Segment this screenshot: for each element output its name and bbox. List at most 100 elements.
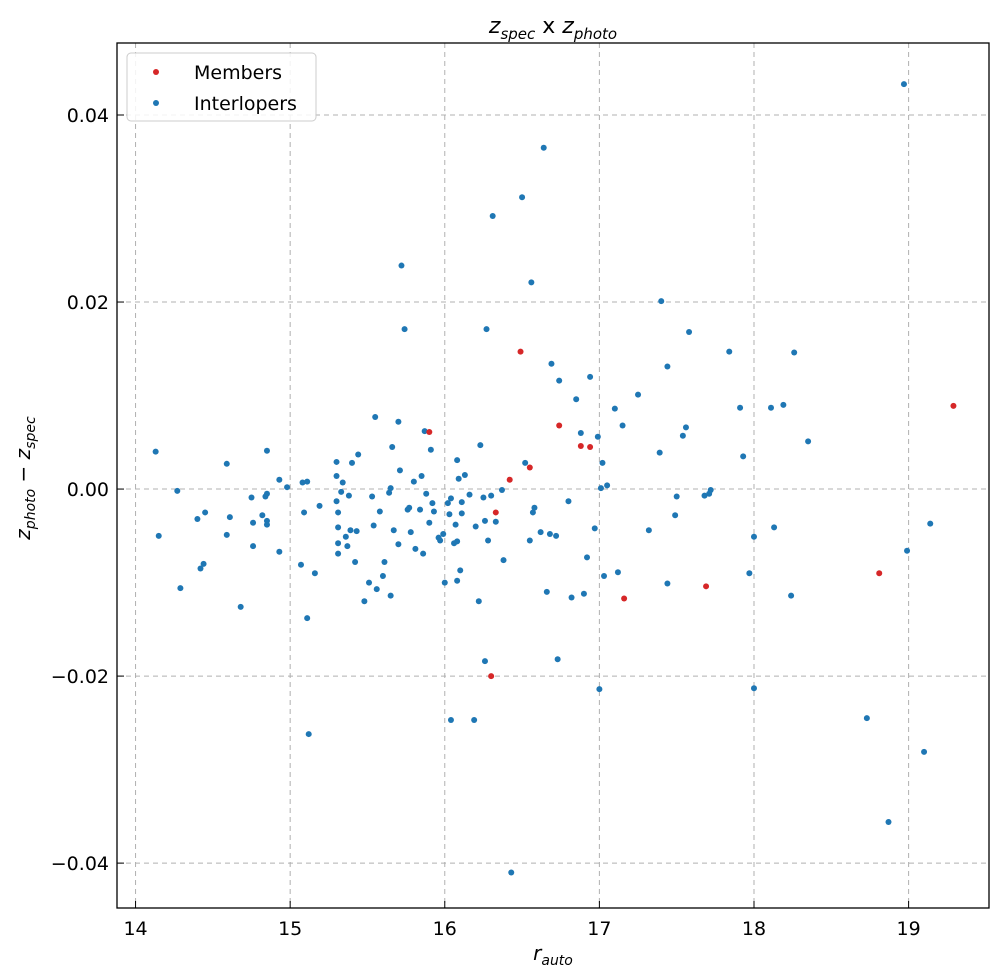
data-point-interlopers [390, 527, 397, 534]
data-point-interlopers [528, 279, 535, 286]
legend-box [126, 52, 317, 122]
data-points [152, 81, 957, 876]
data-point-interlopers [599, 459, 606, 466]
data-point-members [587, 443, 594, 450]
data-point-interlopers [522, 459, 529, 466]
data-point-interlopers [573, 396, 580, 403]
data-point-interlopers [389, 443, 396, 450]
data-point-interlopers [461, 472, 468, 479]
data-point-members [517, 348, 524, 355]
data-point-interlopers [481, 658, 488, 665]
data-point-interlopers [475, 598, 482, 605]
data-point-interlopers [335, 509, 342, 516]
data-point-interlopers [366, 579, 373, 586]
legend-marker-interlopers [153, 100, 159, 106]
data-point-interlopers [554, 656, 561, 663]
data-point-members [506, 476, 513, 483]
data-point-interlopers [577, 429, 584, 436]
data-point-interlopers [250, 543, 257, 550]
data-point-interlopers [259, 512, 266, 519]
data-point-interlopers [686, 328, 693, 335]
data-point-interlopers [301, 509, 308, 516]
data-point-interlopers [481, 517, 488, 524]
data-point-interlopers [556, 377, 563, 384]
data-point-interlopers [673, 493, 680, 500]
data-point-interlopers [500, 557, 507, 564]
x-tick-label: 17 [587, 918, 611, 940]
data-point-interlopers [707, 486, 714, 493]
data-point-interlopers [304, 478, 311, 485]
y-tick-label: 0.00 [67, 479, 109, 501]
data-point-interlopers [885, 818, 892, 825]
data-point-interlopers [342, 533, 349, 540]
data-point-interlopers [194, 515, 201, 522]
data-point-interlopers [750, 685, 757, 692]
plot-frame [116, 42, 990, 909]
data-point-interlopers [458, 499, 465, 506]
data-point-interlopers [333, 498, 340, 505]
data-point-interlopers [471, 717, 478, 724]
data-point-interlopers [339, 479, 346, 486]
data-point-interlopers [345, 492, 352, 499]
data-point-members [703, 583, 710, 590]
data-point-interlopers [381, 559, 388, 565]
data-point-interlopers [263, 490, 270, 497]
data-point-interlopers [805, 438, 812, 445]
data-point-interlopers [276, 476, 283, 483]
data-point-interlopers [904, 547, 911, 554]
data-point-interlopers [568, 594, 575, 601]
data-point-interlopers [543, 588, 550, 595]
data-point-interlopers [921, 748, 928, 755]
data-point-interlopers [447, 717, 454, 724]
x-tick-label: 15 [278, 918, 302, 940]
y-tick-label: 0.02 [67, 292, 109, 314]
data-point-members [556, 422, 563, 429]
data-point-interlopers [483, 326, 490, 333]
x-tick-label: 14 [123, 918, 147, 940]
y-tick-label: −0.02 [51, 666, 109, 688]
data-point-interlopers [682, 424, 689, 431]
data-point-interlopers [441, 579, 448, 586]
data-point-members [876, 570, 883, 577]
data-point-interlopers [791, 349, 798, 356]
data-point-interlopers [361, 598, 368, 605]
data-point-interlopers [335, 550, 342, 557]
data-point-interlopers [297, 561, 304, 568]
data-point-interlopers [526, 537, 533, 544]
data-point-interlopers [614, 569, 621, 576]
x-tick-label: 18 [742, 918, 766, 940]
data-point-interlopers [540, 144, 547, 151]
data-point-interlopers [263, 521, 270, 528]
data-point-interlopers [426, 519, 433, 526]
data-point-interlopers [489, 213, 496, 219]
data-point-interlopers [440, 530, 447, 537]
data-point-interlopers [664, 363, 671, 370]
legend: Members Interlopers [126, 52, 317, 122]
data-point-interlopers [480, 494, 487, 501]
data-point-interlopers [152, 448, 159, 455]
data-point-interlopers [155, 532, 162, 539]
data-point-interlopers [304, 615, 311, 622]
data-point-interlopers [387, 592, 394, 599]
data-point-interlopers [349, 459, 356, 466]
data-point-interlopers [430, 508, 437, 515]
data-point-interlopers [395, 418, 402, 425]
data-point-interlopers [488, 492, 495, 499]
data-point-interlopers [305, 731, 312, 738]
data-point-interlopers [672, 512, 679, 519]
legend-label-members: Members [194, 62, 282, 84]
data-point-interlopers [584, 554, 591, 561]
data-point-interlopers [372, 414, 379, 421]
data-point-interlopers [458, 510, 465, 517]
data-point-interlopers [454, 457, 461, 464]
data-point-interlopers [863, 715, 870, 722]
data-point-interlopers [417, 506, 424, 513]
data-point-interlopers [311, 570, 318, 577]
data-point-interlopers [197, 565, 204, 572]
data-point-interlopers [370, 522, 377, 529]
data-point-interlopers [750, 533, 757, 540]
data-point-interlopers [477, 442, 484, 449]
data-point-interlopers [398, 262, 405, 269]
data-point-interlopers [900, 81, 907, 88]
data-point-members [526, 464, 533, 471]
